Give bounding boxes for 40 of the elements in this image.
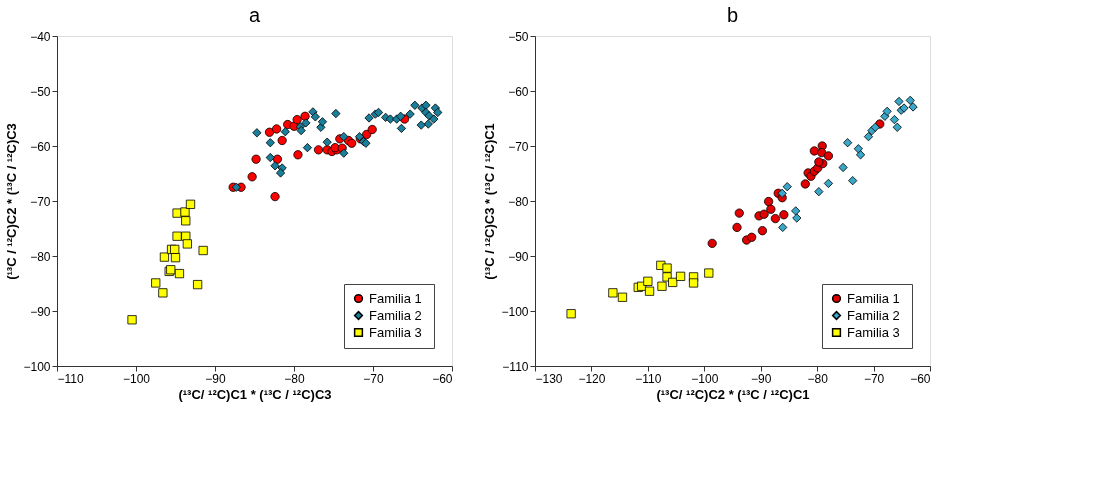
y-tick-label: −90 [30, 304, 51, 319]
x-tick-label: −100 [691, 371, 719, 386]
x-tick-label: −70 [863, 371, 885, 386]
legend-label: Familia 3 [847, 324, 900, 340]
y-tick-label: −80 [508, 194, 529, 209]
y-tick-label: −70 [508, 139, 529, 154]
y-tick-label: −40 [30, 29, 51, 44]
chart-title: a [248, 4, 261, 26]
legend-label: Familia 2 [847, 307, 900, 323]
y-tick-label: −60 [508, 84, 529, 99]
x-axis-title: (¹³C/ ¹²C)C2 * (¹³C / ¹²C)C1 [656, 386, 810, 402]
y-tick-label: −50 [30, 84, 51, 99]
y-tick-label: −80 [30, 249, 51, 264]
x-tick-label: −130 [535, 371, 563, 386]
legend-label: Familia 2 [369, 307, 422, 323]
y-tick-label: −90 [508, 249, 529, 264]
x-tick-label: −80 [807, 371, 829, 386]
x-tick-label: −110 [57, 371, 84, 386]
y-tick-label: −60 [30, 139, 51, 154]
x-tick-label: −80 [284, 371, 305, 386]
x-tick-label: −90 [205, 371, 226, 386]
y-axis-title: (¹³C / ¹²C)C3 * (¹³C / ¹²C)C1 [482, 123, 498, 280]
y-tick-label: −100 [501, 304, 529, 319]
y-tick-label: −100 [23, 359, 51, 374]
legend-label: Familia 1 [847, 290, 900, 306]
x-axis-title: (¹³C/ ¹²C)C1 * (¹³C / ¹²C)C3 [178, 386, 332, 402]
legend-label: Familia 3 [369, 324, 422, 340]
x-tick-label: −60 [910, 371, 931, 386]
x-tick-label: −90 [751, 371, 772, 386]
chart-title: b [726, 4, 739, 26]
legend-label: Familia 1 [369, 290, 422, 306]
x-tick-label: −100 [122, 371, 151, 386]
x-tick-label: −60 [432, 371, 453, 386]
y-tick-label: −70 [30, 194, 51, 209]
y-axis-title: (¹³C / ¹²C)C2 * (¹³C / ¹²C)C3 [4, 123, 20, 280]
x-tick-label: −120 [578, 371, 606, 386]
y-tick-label: −50 [508, 29, 529, 44]
y-tick-label: −110 [502, 359, 529, 374]
x-tick-label: −70 [363, 371, 384, 386]
x-tick-label: −110 [635, 371, 662, 386]
